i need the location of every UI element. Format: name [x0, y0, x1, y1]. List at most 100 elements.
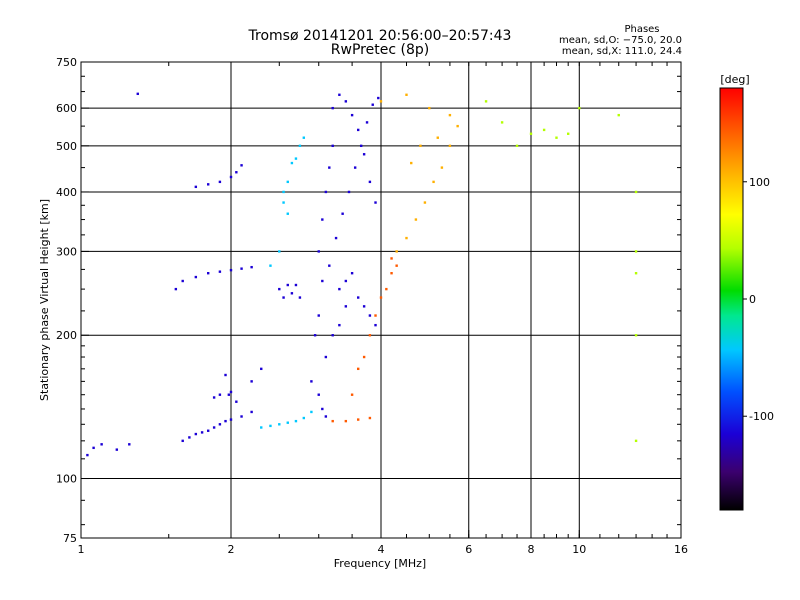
scatter-point — [328, 264, 331, 267]
scatter-point — [235, 171, 238, 174]
scatter-point — [350, 113, 354, 117]
scatter-point — [377, 96, 380, 100]
scatter-point — [240, 267, 243, 270]
scatter-point — [229, 175, 233, 179]
scatter-point — [324, 355, 328, 359]
scatter-point — [294, 283, 298, 287]
scatter-point — [218, 270, 222, 273]
scatter-point — [515, 144, 519, 148]
scatter-point — [338, 287, 341, 291]
scatter-point — [331, 144, 334, 148]
scatter-point — [92, 446, 95, 450]
scatter-point — [229, 418, 233, 421]
scatter-point — [240, 164, 243, 167]
scatter-point — [347, 190, 351, 194]
scatter-point — [362, 355, 366, 359]
y-tick-label: 75 — [63, 532, 77, 545]
scatter-point — [634, 250, 638, 253]
scatter-point — [362, 305, 366, 308]
y-tick-label: 750 — [56, 56, 77, 69]
scatter-point — [617, 113, 620, 117]
scatter-point — [136, 92, 139, 96]
scatter-point — [294, 419, 298, 423]
scatter-point — [405, 236, 408, 240]
scatter-point — [310, 410, 313, 414]
scatter-point — [359, 144, 363, 148]
scatter-point — [395, 264, 398, 267]
y-axis-label: Stationary phase Virtual Height [km] — [38, 199, 51, 401]
scatter-point — [218, 423, 222, 426]
scatter-point — [414, 218, 418, 221]
plot-axes: 1 2 4 6 8 10 16 75 100 200 300 400 500 600 750 — [56, 56, 688, 556]
scatter-point — [206, 183, 210, 186]
x-axis-label: Frequency [MHz] — [334, 557, 426, 570]
x-tick-label: 16 — [674, 543, 688, 556]
scatter-point — [448, 144, 452, 148]
scatter-point — [317, 393, 320, 396]
scatter-point — [321, 218, 324, 221]
scatter-point — [250, 265, 253, 269]
scatter-point — [356, 367, 360, 371]
scatter-point — [324, 190, 328, 194]
stats-x: mean, sd,X: 111.0, 24.4 — [562, 46, 682, 57]
scatter-point — [362, 153, 366, 156]
scatter-point — [302, 136, 306, 139]
scatter-point — [428, 106, 431, 110]
scatter-point — [331, 419, 334, 423]
scatter-point — [423, 201, 427, 204]
scatter-point — [218, 393, 222, 396]
colorbar-tick-label: -100 — [749, 410, 774, 423]
scatter-point — [290, 161, 294, 165]
scatter-point — [331, 334, 334, 337]
scatter-point — [344, 305, 348, 308]
scatter-point — [286, 283, 289, 287]
stats-title: Phases — [624, 24, 659, 35]
scatter-point — [405, 93, 408, 96]
y-tick-label: 400 — [56, 186, 77, 199]
scatter-point — [432, 180, 435, 184]
scatter-point — [206, 272, 210, 275]
scatter-point — [282, 296, 285, 299]
scatter-point — [634, 439, 638, 443]
scatter-point — [365, 121, 369, 124]
scatter-point — [278, 287, 281, 291]
scatter-point — [224, 419, 227, 423]
scatter-point — [321, 279, 324, 283]
chart-subtitle: RwPretec (8p) — [331, 42, 429, 58]
scatter-point — [634, 334, 638, 337]
scatter-point — [379, 296, 383, 299]
y-tick-label: 100 — [56, 473, 77, 486]
colorbar-ticks: 100 0 -100 — [743, 176, 774, 423]
scatter-point — [174, 287, 178, 291]
scatter-point — [260, 367, 263, 371]
scatter-point — [331, 106, 334, 110]
scatter-point — [282, 201, 285, 204]
x-tick-label: 6 — [465, 543, 472, 556]
colorbar-tick-label: 100 — [749, 176, 770, 189]
scatter-point — [353, 166, 357, 169]
scatter-point — [344, 279, 348, 283]
stats-o: mean, sd,O: −75.0, 20.0 — [559, 35, 682, 46]
scatter-point — [298, 296, 302, 299]
scatter-point — [115, 448, 119, 451]
scatter-point — [206, 429, 210, 432]
scatter-point — [368, 314, 372, 317]
scatter-point — [374, 314, 377, 317]
scatter-point — [218, 180, 222, 184]
x-tick-label: 2 — [228, 543, 235, 556]
scatter-point — [229, 390, 233, 394]
scatter-point — [390, 257, 393, 260]
scatter-point — [356, 418, 360, 421]
scatter-point — [419, 144, 422, 148]
scatter-point — [278, 423, 281, 426]
scatter-point — [260, 426, 263, 429]
scatter-point — [374, 201, 377, 204]
scatter-point — [128, 443, 131, 446]
y-tick-label: 200 — [56, 329, 77, 342]
scatter-point — [350, 393, 354, 396]
scatter-point — [338, 93, 341, 96]
y-tick-label: 500 — [56, 140, 77, 153]
scatter-point — [436, 136, 439, 139]
scatter-point — [500, 121, 504, 124]
scatter-point — [368, 416, 372, 420]
